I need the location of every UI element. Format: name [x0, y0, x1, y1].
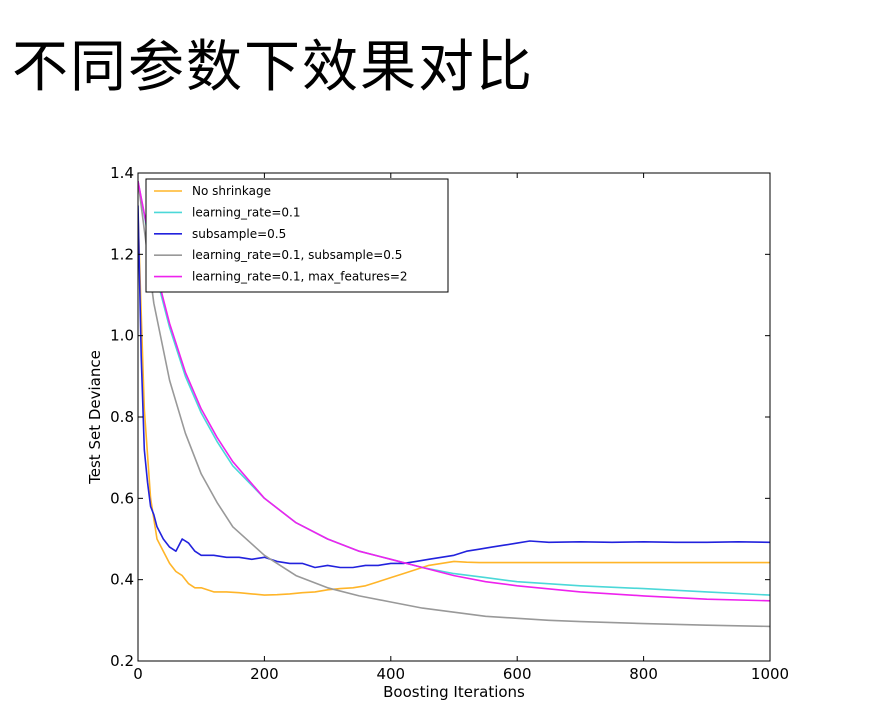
slide-title: 不同参数下效果对比: [12, 35, 534, 100]
series-layer: [138, 180, 770, 628]
series-line-0: [138, 213, 770, 596]
legend-entry: learning_rate=0.1: [192, 205, 300, 219]
y-tick-label: 0.4: [110, 571, 134, 589]
legend-entry: learning_rate=0.1, max_features=2: [192, 270, 408, 284]
y-tick-label: 1.2: [110, 245, 134, 263]
y-tick-label: 0.2: [110, 652, 134, 670]
y-tick-label: 1.0: [110, 327, 134, 345]
x-tick-label: 400: [376, 665, 405, 683]
ticks-layer: 0 200 400 600 800 1000 0.2 0.4 0.6 0.8 1.0 1.2 1.4: [110, 164, 789, 683]
y-tick-label: 1.4: [110, 164, 134, 182]
series-line-4: [138, 180, 770, 602]
legend-entry: No shrinkage: [192, 184, 271, 198]
x-tick-label: 200: [250, 665, 279, 683]
legend-entry: subsample=0.5: [192, 227, 286, 241]
x-tick-label: 800: [629, 665, 658, 683]
y-axis-label: Test Set Deviance: [86, 350, 104, 485]
x-axis-label: Boosting Iterations: [383, 683, 525, 701]
x-tick-label: 0: [133, 665, 143, 683]
legend: No shrinkage learning_rate=0.1 subsample=0…: [145, 178, 449, 293]
legend-box: [145, 178, 449, 293]
y-tick-label: 0.8: [110, 408, 134, 426]
y-tick-label: 0.6: [110, 489, 134, 507]
x-tick-label: 600: [503, 665, 532, 683]
series-line-2: [138, 205, 770, 569]
x-tick-label: 1000: [751, 665, 789, 683]
legend-entry: learning_rate=0.1, subsample=0.5: [192, 248, 402, 262]
series-line-3: [138, 180, 770, 628]
